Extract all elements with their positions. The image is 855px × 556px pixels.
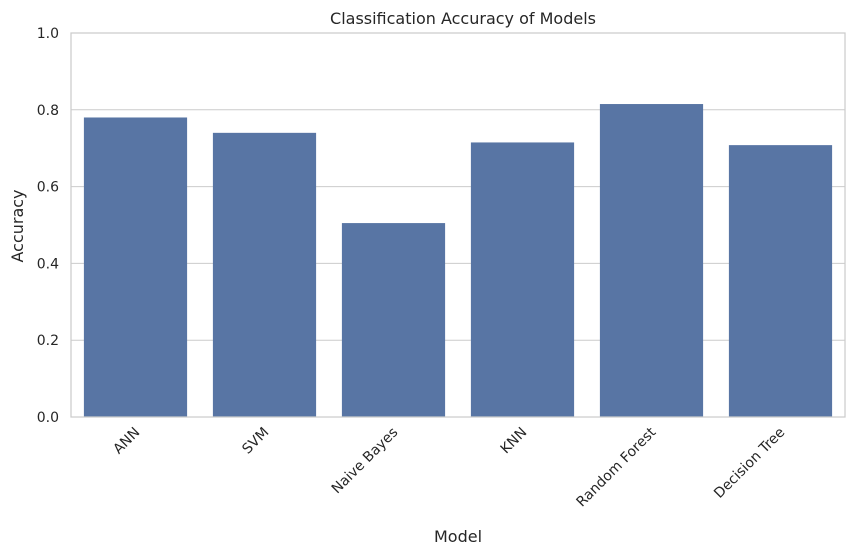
y-axis-label: Accuracy <box>8 189 27 262</box>
bar-random-forest <box>599 104 704 417</box>
y-tick-labels: 0.0 0.2 0.4 0.6 0.8 1.0 <box>37 26 59 426</box>
y-tick-label: 0.8 <box>37 103 59 119</box>
y-tick-label: 0.2 <box>37 333 59 349</box>
y-tick-label: 0.4 <box>37 256 59 272</box>
x-axis-label: Model <box>434 527 482 546</box>
bar-layer <box>83 104 833 418</box>
bar-naive-bayes <box>341 223 446 417</box>
bar-ann <box>83 117 188 417</box>
bar-svm <box>212 132 317 417</box>
y-tick-label: 0.6 <box>37 180 59 196</box>
y-tick-label: 0.0 <box>37 410 59 426</box>
plot-frame <box>70 32 846 418</box>
y-tick-label: 1.0 <box>37 26 59 42</box>
bar-decision-tree <box>728 145 833 418</box>
bar-knn <box>470 142 575 417</box>
chart-title: Classification Accuracy of Models <box>330 9 596 28</box>
